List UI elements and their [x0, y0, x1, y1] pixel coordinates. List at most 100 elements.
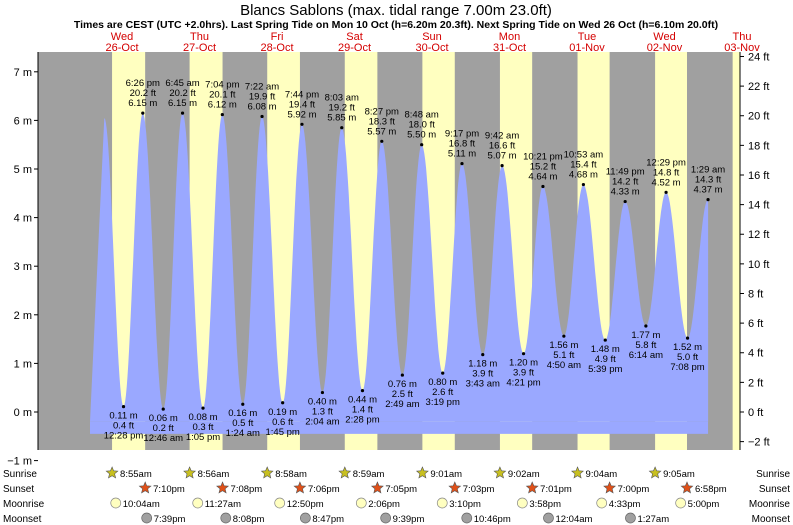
high-tide-feet: 18.0 ft: [408, 120, 435, 131]
day-date: 26-Oct: [106, 42, 139, 54]
right-tick-label: 8 ft: [748, 288, 763, 300]
low-tide-feet: 5.1 ft: [553, 350, 574, 361]
moonset-icon: [625, 512, 636, 524]
moonset-time: 9:39pm: [393, 514, 425, 525]
sunset-time: 7:10pm: [153, 484, 185, 495]
low-tide-feet: 0.4 ft: [113, 421, 134, 432]
high-tide-feet: 18.3 ft: [369, 116, 396, 127]
day-name: Sat: [346, 31, 363, 43]
low-tide-time: 1:45 pm: [265, 427, 299, 438]
moonset-time: 8:08pm: [233, 514, 265, 525]
sun-moon-rows: Sunrise Sunrise Sunset Sunset Moonrise Moonri…: [3, 466, 791, 525]
sunrise-icon: [260, 466, 274, 479]
moonrise-icon: [516, 497, 528, 509]
sunset-icon: [138, 481, 152, 494]
right-tick-label: 0 ft: [748, 407, 763, 419]
low-tide-time: 6:14 am: [629, 350, 663, 361]
moonrise-time: 4:33pm: [609, 499, 641, 510]
high-tide-feet: 20.1 ft: [209, 90, 236, 101]
high-tide-feet: 14.2 ft: [612, 177, 639, 188]
right-tick-label: 12 ft: [748, 229, 769, 241]
sunset-icon: [216, 481, 230, 494]
day-name: Thu: [733, 31, 752, 43]
right-tick-label: 24 ft: [748, 51, 769, 63]
sunrise-time: 9:01am: [430, 469, 462, 480]
moonrise-icon: [596, 497, 608, 509]
high-tide-time: 8:27 pm: [365, 106, 399, 117]
low-tide-metres: 0.06 m: [149, 413, 178, 424]
high-tide-metres: 6.15 m: [168, 98, 197, 109]
low-tide-feet: 3.9 ft: [513, 368, 534, 379]
moonrise-icon: [274, 497, 286, 509]
tide-point: [481, 353, 485, 357]
moonrise-icon: [675, 497, 687, 509]
high-tide-time: 12:29 pm: [646, 157, 686, 168]
day-name: Thu: [190, 31, 209, 43]
tide-point: [141, 111, 145, 115]
high-tide-feet: 16.6 ft: [489, 141, 516, 152]
low-tide-metres: 1.56 m: [549, 340, 578, 351]
left-tick-label: 6 m: [14, 115, 32, 127]
tide-point: [180, 111, 185, 115]
sunset-time: 7:08pm: [231, 484, 263, 495]
high-tide-metres: 4.64 m: [528, 171, 557, 182]
low-tide-time: 7:08 pm: [670, 362, 704, 373]
high-tide-time: 11:49 pm: [606, 167, 645, 178]
high-tide-metres: 5.92 m: [287, 109, 316, 120]
tide-point: [460, 162, 464, 166]
axes: −1 m 0 m 1 m 2 m 3 m 4 m 5 m 6 m 7 m −2 ft 0 ft 2 f…: [7, 51, 769, 467]
low-tide-feet: 1.4 ft: [352, 405, 373, 416]
day-labels: Wed26-OctThu27-OctFri28-OctSat29-OctSun3…: [106, 31, 761, 54]
daylight-band: [732, 52, 740, 450]
high-tide-time: 6:26 pm: [126, 78, 160, 89]
low-tide-time: 3:43 am: [466, 379, 500, 390]
moonset-icon: [300, 512, 311, 524]
high-tide-time: 9:17 pm: [445, 129, 479, 140]
low-tide-time: 4:21 pm: [506, 378, 540, 389]
tide-point: [400, 373, 404, 377]
tide-curve: [90, 113, 709, 434]
high-tide-time: 9:42 am: [485, 131, 519, 142]
tide-point: [541, 184, 545, 189]
tide-point: [360, 389, 365, 393]
row-label-right: Sunrise: [756, 469, 790, 480]
high-tide-feet: 15.2 ft: [530, 161, 557, 172]
sunset-icon: [603, 481, 617, 494]
high-tide-time: 10:53 am: [564, 150, 604, 161]
moonrise-icon: [355, 497, 367, 509]
left-tick-label: 4 m: [14, 213, 32, 225]
high-tide-metres: 6.15 m: [128, 98, 157, 109]
high-tide-metres: 6.12 m: [208, 100, 237, 111]
sunrise-icon: [183, 466, 197, 479]
high-tide-time: 10:21 pm: [523, 151, 563, 162]
tide-point: [603, 338, 607, 342]
low-tide-feet: 3.9 ft: [472, 369, 493, 380]
left-tick-label: 7 m: [14, 67, 32, 79]
moonrise-time: 5:00pm: [688, 499, 720, 510]
high-tide-metres: 6.08 m: [248, 102, 277, 113]
day-date: 02-Nov: [647, 42, 683, 54]
row-label-right: Moonset: [752, 514, 791, 525]
low-tide-feet: 0.2 ft: [153, 423, 174, 434]
low-tide-metres: 1.77 m: [631, 330, 660, 341]
row-label-right: Moonrise: [749, 499, 791, 510]
day-date: 03-Nov: [724, 42, 760, 54]
moonset-icon: [543, 512, 554, 524]
low-tide-feet: 5.8 ft: [635, 340, 656, 351]
high-tide-metres: 4.52 m: [652, 177, 681, 188]
sunset-time: 7:03pm: [463, 484, 495, 495]
moonset-time: 8:47pm: [312, 514, 344, 525]
day-date: 29-Oct: [338, 42, 371, 54]
moonset-icon: [461, 512, 473, 524]
high-tide-time: 8:03 am: [325, 93, 359, 104]
moonrise-icon: [436, 497, 448, 509]
tide-point: [581, 182, 586, 187]
right-tick-label: −2 ft: [748, 437, 770, 449]
day-name: Wed: [653, 31, 675, 43]
high-tide-feet: 19.2 ft: [329, 103, 356, 114]
tide-point: [320, 390, 325, 395]
sunset-icon: [448, 481, 462, 494]
tide-point: [420, 143, 424, 147]
low-tide-metres: 0.76 m: [388, 379, 417, 390]
high-tide-metres: 5.57 m: [367, 126, 396, 137]
